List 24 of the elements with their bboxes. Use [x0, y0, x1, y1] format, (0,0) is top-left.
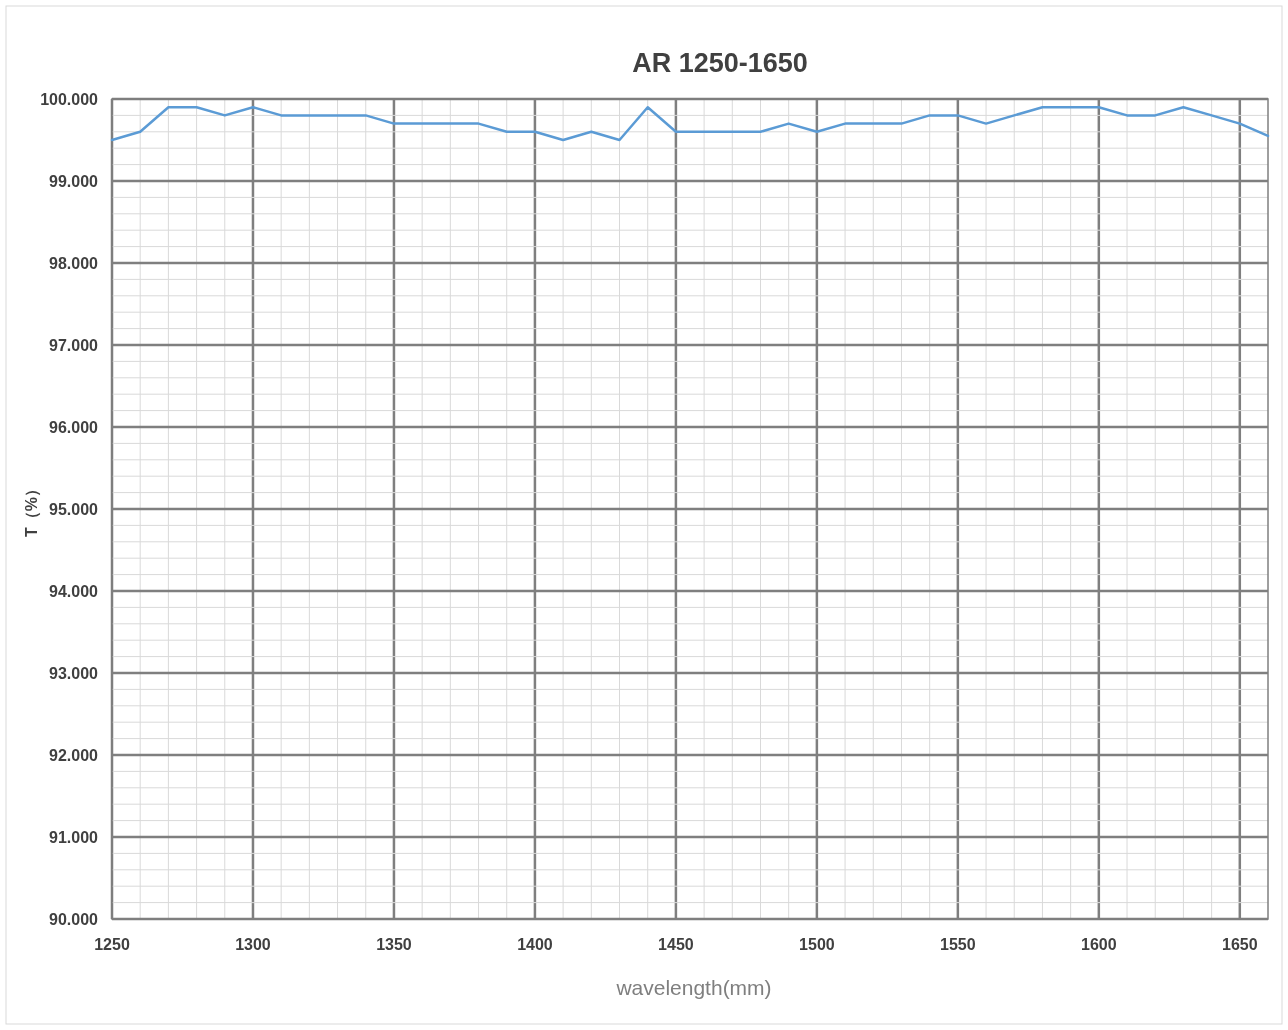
y-tick-label: 96.000 [49, 419, 99, 436]
x-axis-title: wavelength(mm) [615, 976, 772, 999]
chart-title: AR 1250-1650 [632, 48, 808, 78]
x-tick-label: 1250 [94, 936, 130, 953]
x-tick-label: 1350 [376, 936, 412, 953]
x-tick-label: 1400 [517, 936, 553, 953]
y-tick-label: 94.000 [49, 583, 99, 600]
x-tick-label: 1650 [1222, 936, 1258, 953]
x-tick-label: 1450 [658, 936, 694, 953]
line-series [110, 105, 1270, 142]
y-tick-label: 91.000 [49, 829, 99, 846]
x-tick-label: 1600 [1081, 936, 1117, 953]
y-tick-label: 97.000 [49, 337, 99, 354]
x-tick-label: 1300 [235, 936, 271, 953]
y-tick-label: 93.000 [49, 665, 99, 682]
y-tick-label: 95.000 [49, 501, 99, 518]
y-tick-label: 100.000 [40, 91, 99, 108]
x-tick-label: 1550 [940, 936, 976, 953]
y-tick-label: 92.000 [49, 747, 99, 764]
y-tick-label: 99.000 [49, 173, 99, 190]
y-axis-title: T（%） [23, 481, 41, 537]
x-tick-label: 1500 [799, 936, 835, 953]
y-tick-label: 90.000 [49, 911, 99, 928]
y-tick-label: 98.000 [49, 255, 99, 272]
